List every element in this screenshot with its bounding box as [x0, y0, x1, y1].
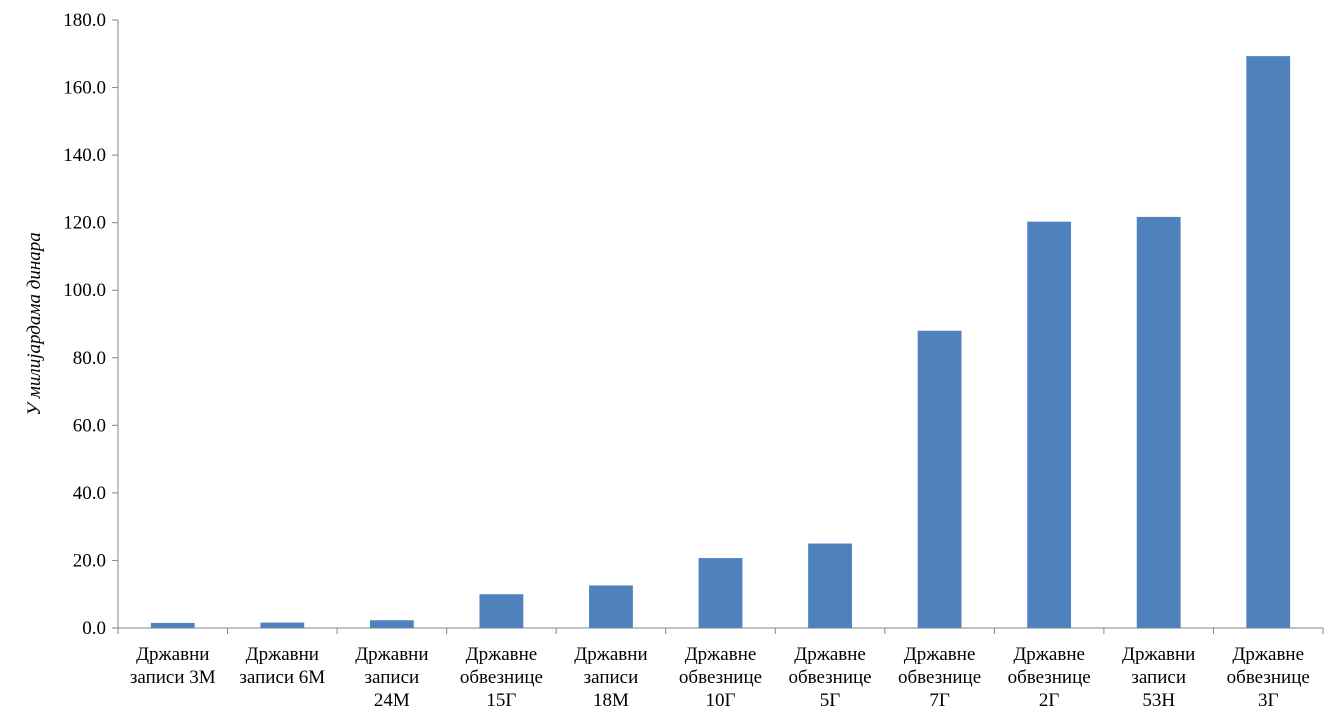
- category-label-line: Државни: [136, 644, 209, 665]
- x-axis: [117, 627, 1324, 634]
- bar: [1027, 221, 1072, 629]
- y-axis: 0.0 20.0 40.0 60.0 80.0 100.0 120.0 140.0 160.0 1…: [63, 10, 119, 639]
- category-label: Државни записи 3М: [130, 644, 216, 688]
- category-label-line: 2Г: [1039, 690, 1060, 711]
- y-tick-label: 100.0: [63, 280, 106, 301]
- category-label-line: записи: [584, 667, 639, 688]
- bar: [150, 622, 195, 628]
- category-label-line: Државне: [904, 644, 976, 665]
- category-label: Државни записи 6М: [239, 644, 325, 688]
- y-tick-label: 120.0: [63, 213, 106, 234]
- category-label-line: Државне: [1013, 644, 1085, 665]
- category-label-line: Државни: [1122, 644, 1195, 665]
- y-tick-label: 140.0: [63, 145, 106, 166]
- category-label-line: Државни: [355, 644, 428, 665]
- category-label: Државне обвезнице 3Г: [1227, 644, 1310, 711]
- category-label-line: обвезнице: [788, 667, 871, 688]
- category-label-line: записи: [1131, 667, 1186, 688]
- category-label: Државне обвезнице 7Г: [898, 644, 981, 711]
- category-label: Државни записи 53Н: [1122, 644, 1195, 711]
- category-label-line: обвезнице: [898, 667, 981, 688]
- category-label-line: 7Г: [929, 690, 950, 711]
- y-axis-label: У милијардама динара: [24, 232, 45, 416]
- category-label-line: Државни: [574, 644, 647, 665]
- category-label-line: записи 6М: [239, 667, 325, 688]
- category-label-line: обвезнице: [1008, 667, 1091, 688]
- category-label-line: Државне: [466, 644, 538, 665]
- bar: [369, 620, 414, 628]
- bar: [479, 594, 524, 628]
- bar: [808, 543, 852, 628]
- category-label-line: 5Г: [820, 690, 841, 711]
- bar: [589, 585, 633, 628]
- category-label-line: 15Г: [486, 690, 516, 711]
- category-label-line: 53Н: [1142, 690, 1175, 711]
- y-tick-label: 20.0: [73, 550, 106, 571]
- category-label-line: обвезнице: [679, 667, 762, 688]
- category-label-line: 10Г: [706, 690, 736, 711]
- bar: [1246, 56, 1291, 629]
- category-label: Државне обвезнице 5Г: [788, 644, 871, 711]
- bar: [698, 558, 743, 628]
- y-tick-label: 160.0: [63, 78, 106, 99]
- bar: [260, 622, 305, 628]
- category-label-line: Државне: [794, 644, 866, 665]
- y-tick-label: 180.0: [63, 10, 106, 31]
- bars: [150, 56, 1291, 629]
- y-tick-label: 40.0: [73, 483, 106, 504]
- y-tick-label: 0.0: [82, 618, 106, 639]
- category-label-line: обвезнице: [1227, 667, 1310, 688]
- category-label: Државни записи 18М: [574, 644, 647, 711]
- y-tick-label: 60.0: [73, 415, 106, 436]
- category-label-line: Државне: [685, 644, 757, 665]
- category-label: Државне обвезнице 2Г: [1008, 644, 1091, 711]
- category-label-line: Државни: [246, 644, 319, 665]
- category-label: Државне обвезнице 10Г: [679, 644, 762, 711]
- category-label-line: записи: [365, 667, 420, 688]
- category-label-line: записи 3М: [130, 667, 216, 688]
- category-label-line: 3Г: [1258, 690, 1279, 711]
- category-label-line: Државне: [1232, 644, 1304, 665]
- bar: [917, 330, 962, 628]
- bar: [1136, 216, 1181, 628]
- category-label: Државне обвезнице 15Г: [460, 644, 543, 711]
- category-label-line: обвезнице: [460, 667, 543, 688]
- y-tick-label: 80.0: [73, 348, 106, 369]
- category-label-line: 24М: [374, 690, 410, 711]
- category-label: Државни записи 24М: [355, 644, 428, 711]
- category-label-line: 18М: [593, 690, 629, 711]
